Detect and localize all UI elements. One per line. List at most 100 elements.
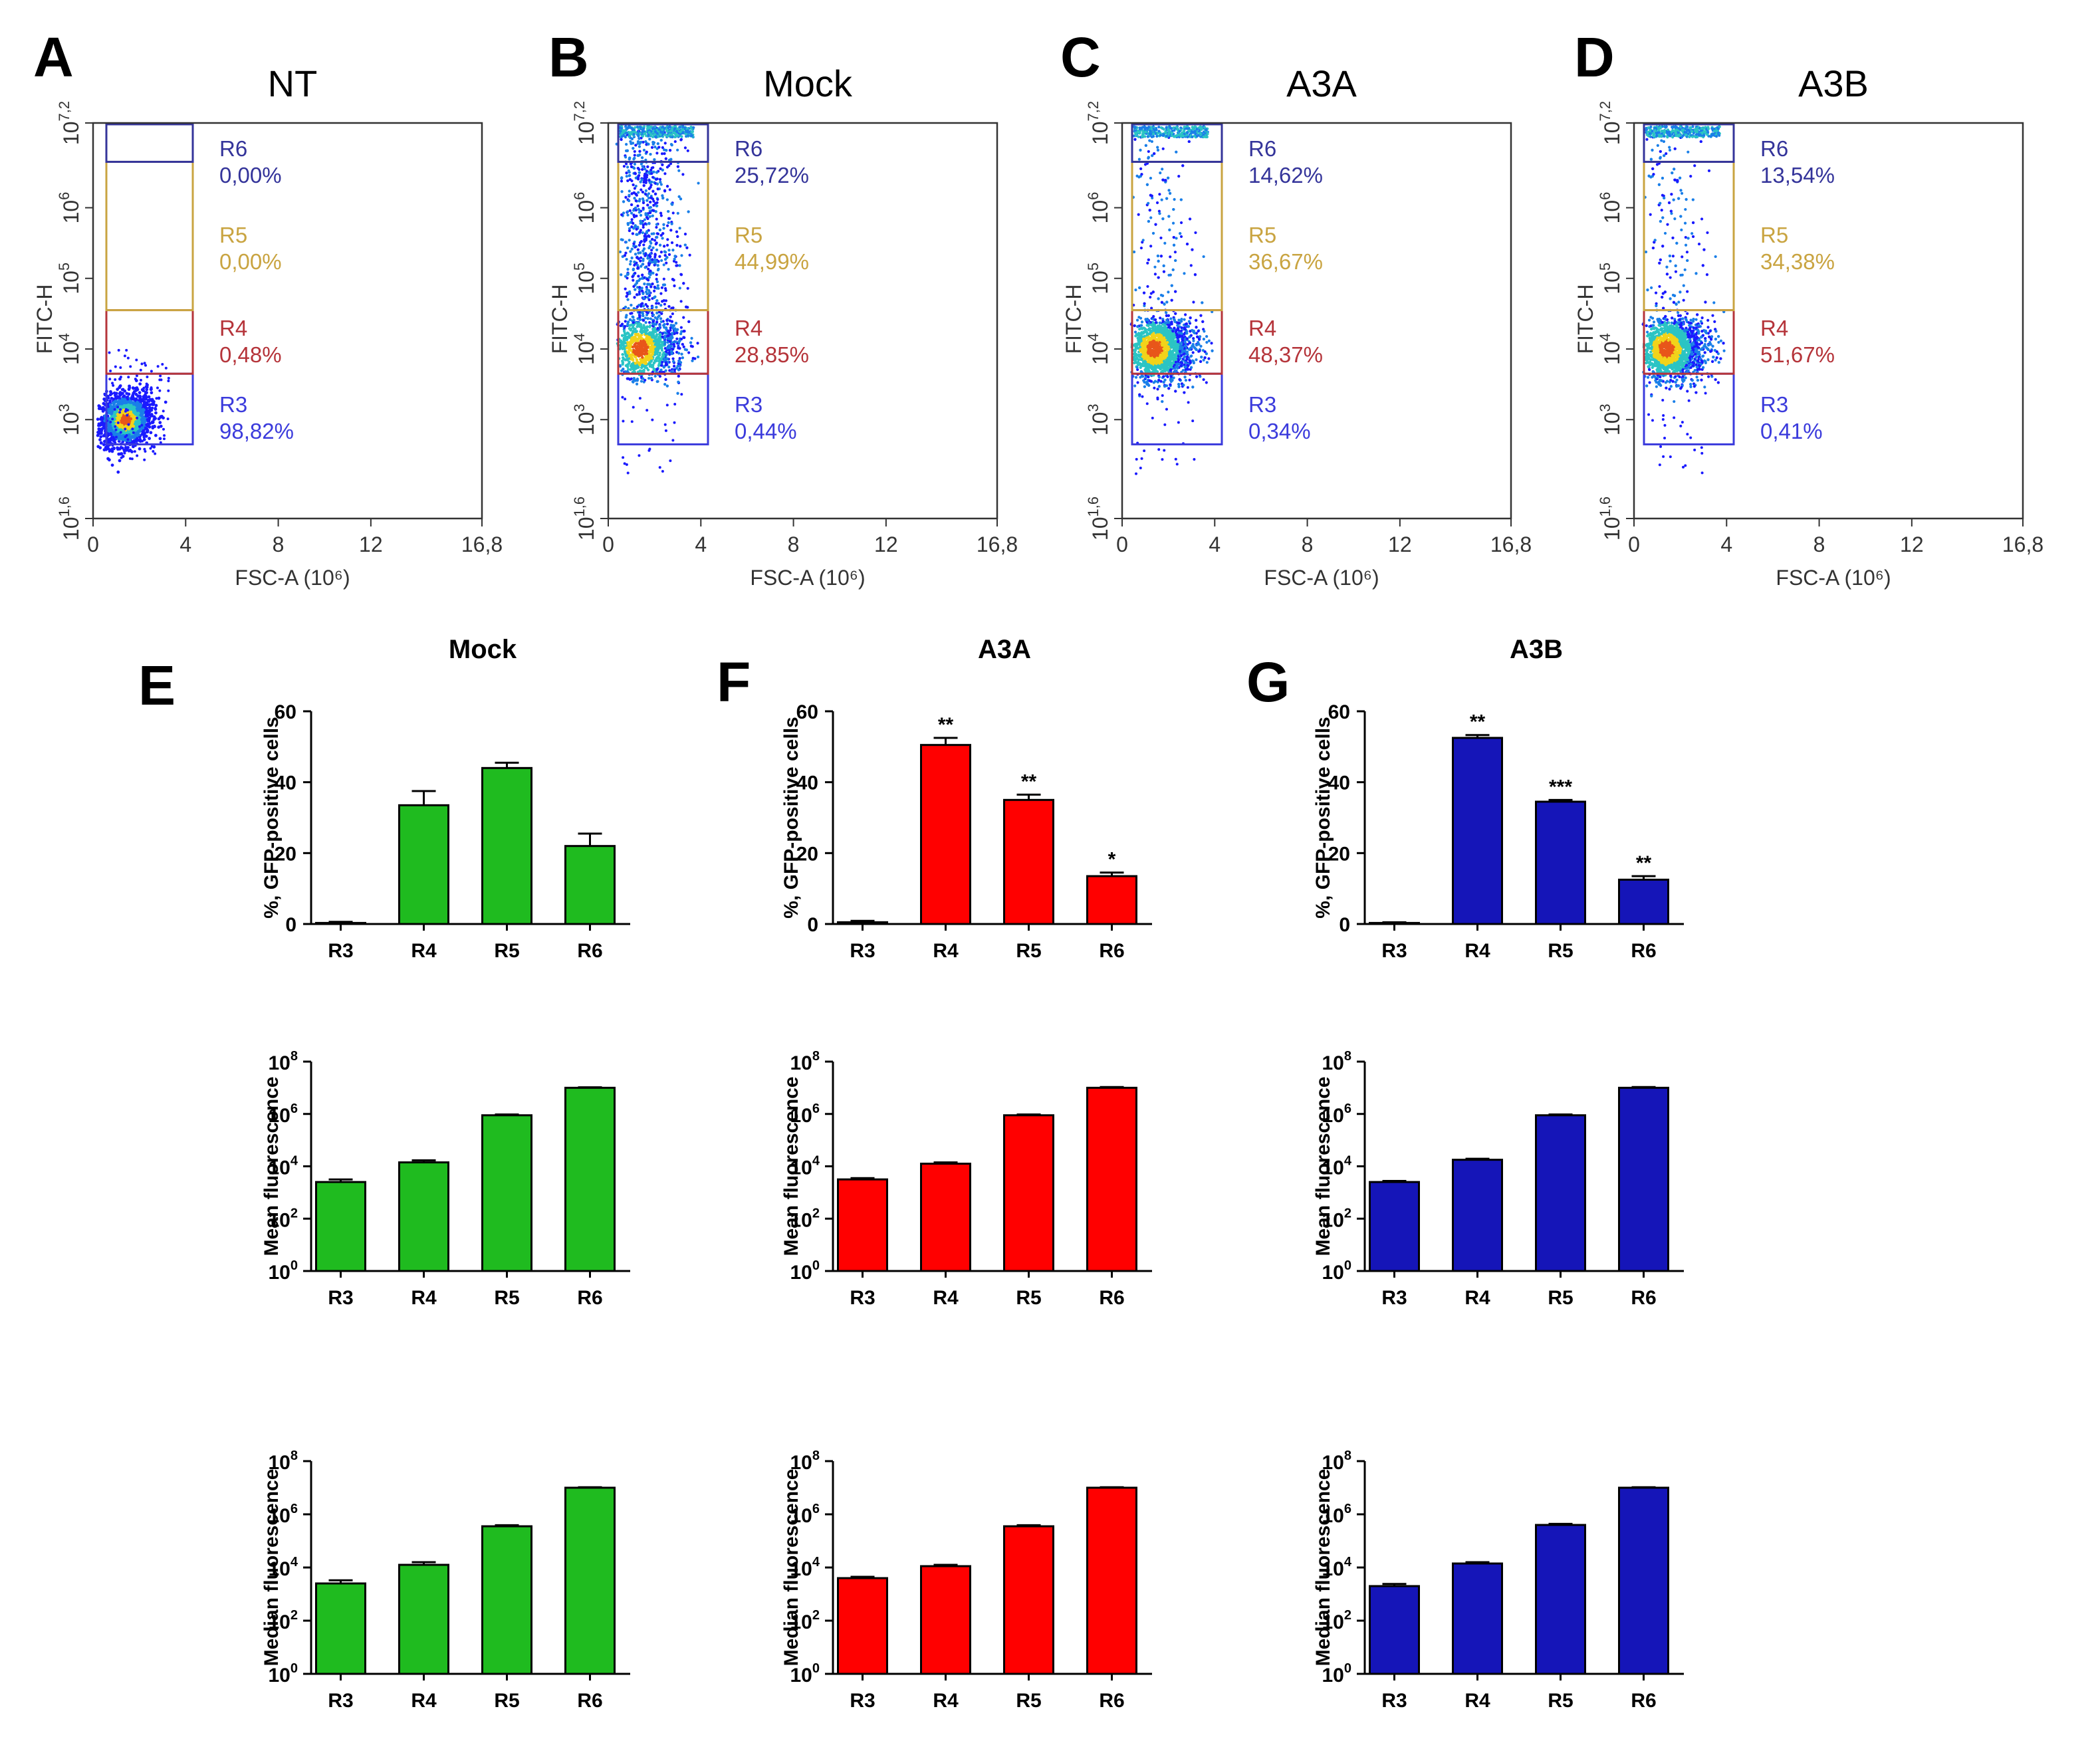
data-point xyxy=(633,260,636,264)
data-point xyxy=(108,458,111,462)
data-point xyxy=(687,351,691,354)
data-point xyxy=(661,194,664,197)
data-point xyxy=(146,399,150,402)
data-point xyxy=(96,430,100,434)
data-point xyxy=(142,435,146,439)
data-point xyxy=(659,214,663,217)
data-point xyxy=(642,223,645,227)
data-point xyxy=(645,213,649,217)
data-point xyxy=(656,326,659,330)
data-point xyxy=(680,254,683,257)
data-point xyxy=(146,423,150,427)
data-point xyxy=(697,181,700,185)
data-point xyxy=(628,158,631,161)
data-point xyxy=(640,329,643,332)
data-point xyxy=(677,195,681,198)
data-point xyxy=(120,452,123,455)
data-point xyxy=(118,391,122,394)
data-point xyxy=(641,263,644,266)
data-point xyxy=(681,356,684,360)
data-point xyxy=(682,330,685,333)
scatter-points xyxy=(1129,125,1214,475)
data-point xyxy=(679,273,683,277)
data-point xyxy=(622,338,626,342)
data-point xyxy=(624,125,628,128)
data-point xyxy=(124,419,128,423)
data-point xyxy=(656,197,659,201)
data-point xyxy=(647,338,650,342)
data-point xyxy=(653,374,657,378)
data-point xyxy=(118,433,122,436)
data-point xyxy=(637,191,640,194)
data-point xyxy=(642,314,645,318)
data-point xyxy=(138,382,142,386)
data-point xyxy=(98,438,102,441)
data-point xyxy=(673,255,677,258)
data-point xyxy=(628,343,632,346)
data-point xyxy=(625,143,628,146)
data-point xyxy=(642,304,645,308)
data-point xyxy=(654,177,658,181)
data-point xyxy=(624,251,628,255)
data-point xyxy=(665,224,669,227)
data-point xyxy=(651,330,654,334)
data-point xyxy=(669,158,673,161)
data-point xyxy=(667,217,671,220)
data-point xyxy=(667,209,670,213)
data-point xyxy=(635,281,638,285)
data-point xyxy=(135,358,138,362)
data-point xyxy=(653,239,657,242)
data-point xyxy=(108,378,112,381)
data-point xyxy=(655,260,658,263)
data-point xyxy=(679,326,683,329)
data-point xyxy=(159,424,163,428)
data-point xyxy=(683,146,687,150)
data-point xyxy=(125,392,129,396)
data-point xyxy=(669,328,672,332)
data-point xyxy=(639,126,642,129)
data-point xyxy=(128,449,131,453)
data-point xyxy=(632,378,636,382)
data-point xyxy=(647,298,651,301)
data-point xyxy=(134,437,138,441)
data-point xyxy=(665,326,668,330)
data-point xyxy=(647,267,650,271)
data-point xyxy=(644,358,647,361)
data-point xyxy=(647,131,651,134)
data-point xyxy=(636,305,639,308)
data-point xyxy=(96,417,100,421)
data-point xyxy=(652,203,655,207)
y-tick-label: 104 xyxy=(56,333,83,365)
data-point xyxy=(132,431,135,434)
data-point xyxy=(142,386,146,390)
data-point xyxy=(109,369,112,372)
data-point xyxy=(127,423,130,426)
data-point xyxy=(129,417,133,421)
data-point xyxy=(630,420,634,423)
data-point xyxy=(664,363,668,366)
data-point xyxy=(667,334,670,338)
data-point xyxy=(679,138,683,142)
data-point xyxy=(667,268,670,271)
data-point xyxy=(641,168,644,172)
data-point xyxy=(136,411,140,415)
data-point xyxy=(622,165,626,168)
data-point xyxy=(129,404,133,407)
y-tick-label: 101,6 xyxy=(571,497,598,540)
gate-label-R6: R6 xyxy=(735,136,762,161)
data-point xyxy=(675,230,679,233)
data-point xyxy=(141,419,145,423)
data-point xyxy=(644,178,647,181)
data-point xyxy=(143,447,146,451)
data-point xyxy=(630,336,634,340)
data-point xyxy=(638,171,641,174)
plot-frame xyxy=(92,122,483,520)
data-point xyxy=(138,391,142,395)
data-point xyxy=(626,377,629,380)
data-point xyxy=(648,325,651,328)
data-point xyxy=(678,126,681,129)
data-point xyxy=(119,428,123,432)
data-point xyxy=(147,395,151,399)
data-point xyxy=(675,261,678,264)
x-tick-label: 4 xyxy=(695,532,707,556)
